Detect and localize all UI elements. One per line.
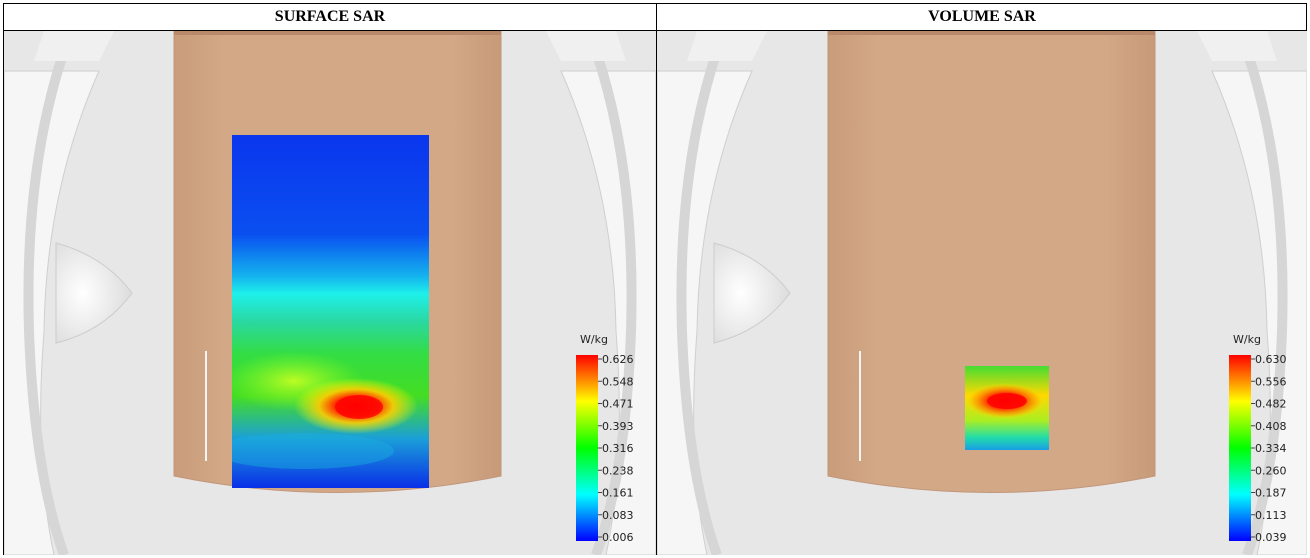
surface-sar-panel: W/kg 0.626 0.548 0.471 0.393 0.316 0.238 0.161… bbox=[4, 31, 656, 555]
legend-tick-label: 0.006 bbox=[602, 531, 634, 544]
legend-tick-label: 0.393 bbox=[602, 420, 634, 433]
legend-tick-label: 0.113 bbox=[1255, 509, 1287, 522]
volume-sar-panel: W/kg 0.630 0.556 0.482 0.408 0.334 0.260 0.187… bbox=[657, 31, 1307, 555]
legend-tick-label: 0.334 bbox=[1255, 442, 1287, 455]
volume-sar-scene: W/kg 0.630 0.556 0.482 0.408 0.334 0.260 0.187… bbox=[657, 31, 1307, 555]
legend-color-bar bbox=[1229, 355, 1251, 541]
probe-line bbox=[205, 351, 207, 461]
ring-frame bbox=[657, 31, 1307, 555]
probe-line bbox=[859, 351, 861, 461]
ear-bump bbox=[55, 242, 133, 344]
phantom-cylinder bbox=[827, 31, 1156, 493]
legend-tick-label: 0.408 bbox=[1255, 420, 1287, 433]
legend-color-bar bbox=[576, 355, 598, 541]
legend-unit: W/kg bbox=[1233, 333, 1261, 346]
legend-tick-label: 0.187 bbox=[1255, 487, 1287, 500]
legend-tick-label: 0.039 bbox=[1255, 531, 1287, 544]
legend-unit: W/kg bbox=[580, 333, 608, 346]
legend-tick-label: 0.482 bbox=[1255, 398, 1287, 411]
surface-sar-scene: W/kg 0.626 0.548 0.471 0.393 0.316 0.238 0.161… bbox=[4, 31, 656, 555]
legend-tick-label: 0.471 bbox=[602, 398, 634, 411]
legend-tick-label: 0.626 bbox=[602, 353, 634, 366]
surface-sar-legend: W/kg 0.626 0.548 0.471 0.393 0.316 0.238 0.161… bbox=[576, 333, 634, 544]
volume-sar-header: VOLUME SAR bbox=[928, 8, 1036, 25]
sar-table: SURFACE SAR VOLUME SAR bbox=[3, 3, 1307, 555]
legend-tick-label: 0.161 bbox=[602, 487, 634, 500]
ring-frame bbox=[4, 31, 656, 555]
header-divider bbox=[4, 30, 1306, 31]
volume-sar-map bbox=[965, 366, 1049, 450]
legend-tick-label: 0.548 bbox=[602, 375, 634, 388]
ear-bump bbox=[713, 242, 791, 344]
volume-sar-legend: W/kg 0.630 0.556 0.482 0.408 0.334 0.260 0.187… bbox=[1229, 333, 1287, 544]
surface-sar-map bbox=[232, 135, 429, 488]
legend-tick-label: 0.630 bbox=[1255, 353, 1287, 366]
legend-tick-label: 0.316 bbox=[602, 442, 634, 455]
legend-tick-label: 0.238 bbox=[602, 464, 634, 477]
legend-tick-label: 0.556 bbox=[1255, 375, 1287, 388]
surface-sar-header: SURFACE SAR bbox=[274, 8, 386, 25]
legend-tick-label: 0.260 bbox=[1255, 464, 1287, 477]
legend-tick-label: 0.083 bbox=[602, 509, 634, 522]
